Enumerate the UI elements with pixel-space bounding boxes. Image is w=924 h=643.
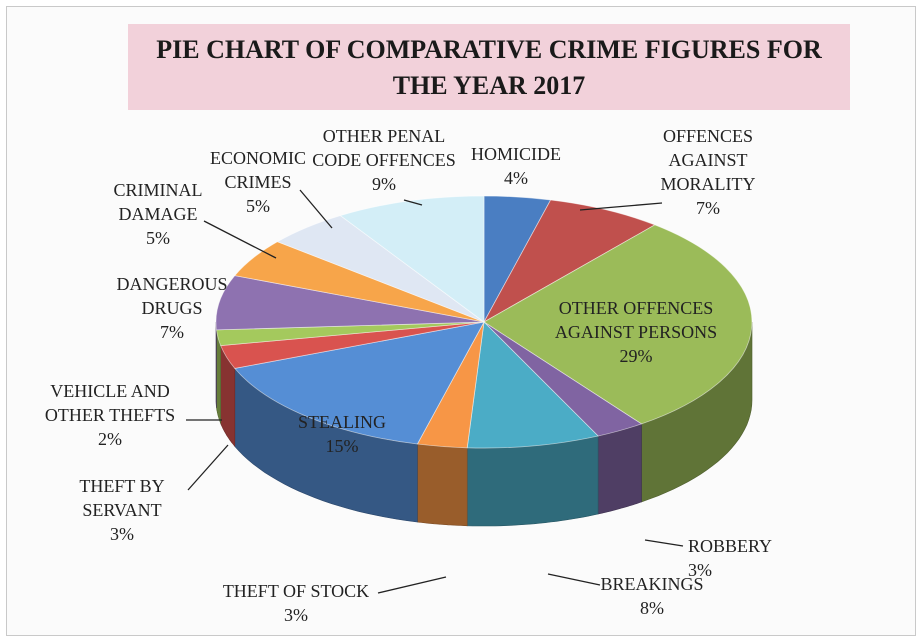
slice-label-9: DANGEROUS DRUGS 7% <box>116 274 227 342</box>
slice-label-line: THEFT BY <box>79 476 164 496</box>
slice-label-line: MORALITY <box>661 174 756 194</box>
slice-label-line: 7% <box>696 198 720 218</box>
slice-label-line: STEALING <box>298 412 386 432</box>
pie-side-3 <box>597 423 642 515</box>
leader-line-1 <box>579 202 663 211</box>
slice-label-line: 15% <box>326 436 359 456</box>
leader-line-7 <box>187 444 229 491</box>
slice-label-line: VEHICLE AND <box>50 381 170 401</box>
pie-slice-2 <box>483 224 753 425</box>
slice-label-line: 8% <box>640 598 664 618</box>
slice-label-line: 3% <box>284 605 308 625</box>
slice-label-line: THEFT OF STOCK <box>223 581 369 601</box>
slice-label-line: DRUGS <box>141 298 202 318</box>
slice-label-8: VEHICLE AND OTHER THEFTS 2% <box>45 381 175 449</box>
leader-line-11 <box>299 189 333 229</box>
pie-slice-6 <box>234 321 485 445</box>
slice-label-line: 29% <box>620 346 653 366</box>
title-box: PIE CHART OF COMPARATIVE CRIME FIGURES F… <box>128 24 850 110</box>
slice-label-line: 4% <box>504 168 528 188</box>
leader-line-10 <box>203 220 277 259</box>
slice-label-line: CRIMES <box>224 172 291 192</box>
chart-title: PIE CHART OF COMPARATIVE CRIME FIGURES F… <box>156 35 822 100</box>
slice-label-line: DAMAGE <box>119 204 198 224</box>
slice-label-line: 9% <box>372 174 396 194</box>
slice-label-line: 2% <box>98 429 122 449</box>
pie-side-4 <box>466 435 599 527</box>
slice-label-line: ROBBERY <box>688 536 772 556</box>
pie-slice-1 <box>482 199 656 324</box>
slice-label-5: THEFT OF STOCK 3% <box>223 581 369 625</box>
slice-label-1: OFFENCES AGAINST MORALITY 7% <box>661 126 756 218</box>
pie-side-5 <box>417 443 468 527</box>
pie-side-9 <box>215 322 217 408</box>
slice-label-line: AGAINST PERSONS <box>555 322 717 342</box>
leader-line-4 <box>547 573 601 586</box>
slice-label-6: STEALING 15% <box>298 412 386 456</box>
slice-label-line: 3% <box>110 524 134 544</box>
slice-label-2: OTHER OFFENCES AGAINST PERSONS 29% <box>555 298 717 366</box>
slice-label-12: OTHER PENAL CODE OFFENCES 9% <box>312 126 456 194</box>
slice-label-line: AGAINST <box>669 150 748 170</box>
slice-label-line: ECONOMIC <box>210 148 306 168</box>
slice-label-0: HOMICIDE 4% <box>471 144 561 188</box>
slice-label-line: CODE OFFENCES <box>312 150 456 170</box>
slice-label-line: 7% <box>160 322 184 342</box>
slice-label-11: ECONOMIC CRIMES 5% <box>210 148 306 216</box>
slice-label-line: SERVANT <box>82 500 161 520</box>
pie-slice-4 <box>466 321 599 449</box>
slice-label-line: 3% <box>688 560 712 580</box>
slice-label-line: OTHER THEFTS <box>45 405 175 425</box>
slice-label-line: OTHER OFFENCES <box>559 298 714 318</box>
slice-label-line: 5% <box>246 196 270 216</box>
slice-label-line: OTHER PENAL <box>323 126 446 146</box>
slice-label-line: CRIMINAL <box>114 180 203 200</box>
pie-slice-9 <box>215 275 485 331</box>
slice-label-line: HOMICIDE <box>471 144 561 164</box>
slice-label-line: OFFENCES <box>663 126 753 146</box>
leader-line-5 <box>377 576 447 594</box>
slice-label-10: CRIMINAL DAMAGE 5% <box>114 180 203 248</box>
slice-label-3: ROBBERY 3% <box>688 536 772 580</box>
slice-label-4: BREAKINGS 8% <box>600 574 703 618</box>
slice-label-7: THEFT BY SERVANT 3% <box>79 476 164 544</box>
slice-label-line: DANGEROUS <box>116 274 227 294</box>
leader-line-3 <box>644 539 684 547</box>
slice-label-line: 5% <box>146 228 170 248</box>
slice-label-line: BREAKINGS <box>600 574 703 594</box>
leader-line-12 <box>403 199 423 206</box>
